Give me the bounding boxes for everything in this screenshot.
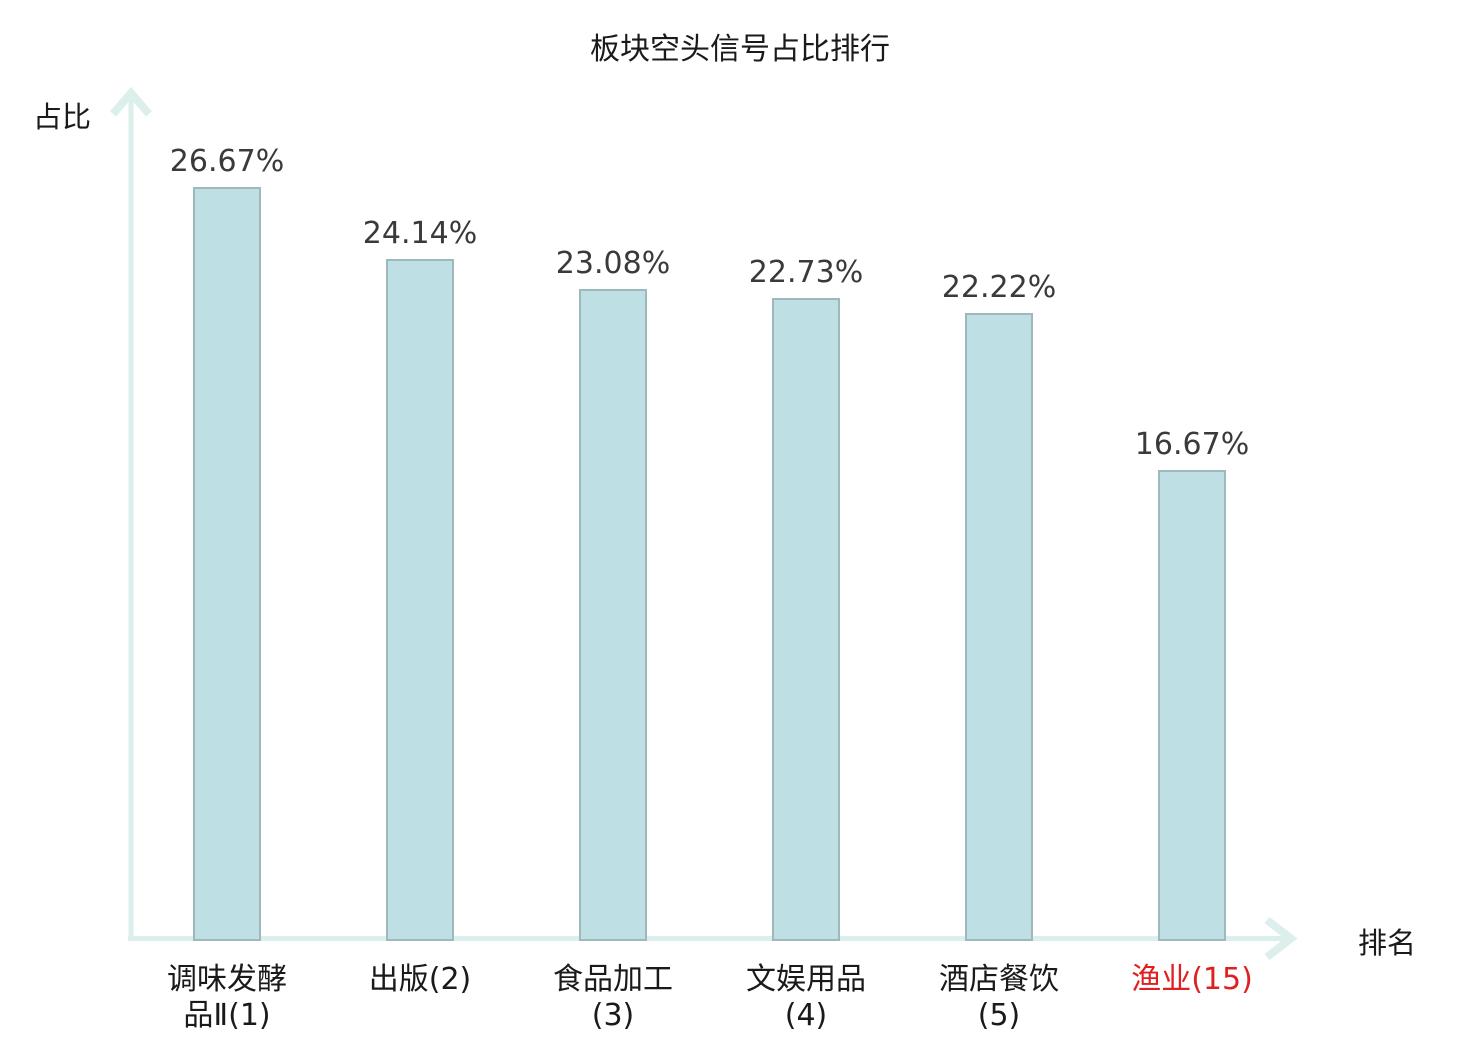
bar-value-label: 24.14% bbox=[362, 215, 478, 251]
bar-value-label: 22.73% bbox=[748, 255, 864, 291]
x-tick-label: 酒店餐饮(5) bbox=[939, 962, 1059, 1033]
bar-4 bbox=[772, 298, 840, 941]
x-axis-arrow-icon bbox=[1264, 916, 1298, 961]
bar-value-label: 26.67% bbox=[169, 144, 285, 180]
x-tick-label: 渔业(15) bbox=[1131, 962, 1253, 997]
bar-6 bbox=[1158, 469, 1226, 941]
y-axis-arrow-icon bbox=[109, 86, 153, 117]
bar-value-label: 23.08% bbox=[555, 245, 671, 281]
bar-value-label: 22.22% bbox=[941, 269, 1057, 305]
bar-value-label: 16.67% bbox=[1134, 426, 1250, 462]
bar-2 bbox=[386, 258, 454, 941]
x-tick-label: 出版(2) bbox=[368, 962, 472, 997]
x-tick-label: 食品加工(3) bbox=[553, 962, 673, 1033]
x-tick-label: 调味发酵品Ⅱ(1) bbox=[167, 962, 287, 1033]
chart-title: 板块空头信号占比排行 bbox=[590, 32, 890, 67]
bar-1 bbox=[193, 187, 261, 941]
x-axis-label: 排名 bbox=[1358, 926, 1417, 960]
bar-5 bbox=[965, 312, 1033, 941]
bar-3 bbox=[579, 288, 647, 941]
y-axis-label: 占比 bbox=[33, 100, 92, 134]
x-tick-label: 文娱用品(4) bbox=[746, 962, 866, 1033]
